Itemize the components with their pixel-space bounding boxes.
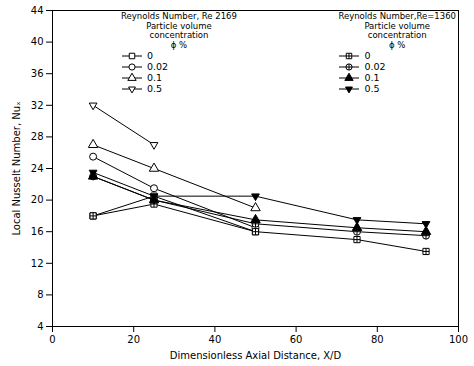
svg-text:44: 44 (31, 5, 44, 16)
html-text:concentration: concentration (149, 30, 209, 40)
svg-text:80: 80 (371, 334, 384, 345)
svg-text:12: 12 (31, 258, 44, 269)
svg-text:100: 100 (449, 334, 468, 345)
html-text:0.1: 0.1 (147, 72, 163, 83)
html-text:Particle volume: Particle volume (364, 20, 430, 31)
html-text:0.02: 0.02 (364, 61, 386, 72)
svg-text:20: 20 (127, 334, 140, 345)
svg-text:20: 20 (31, 194, 44, 205)
html-text:Reynolds Number, Re 2169: Reynolds Number, Re 2169 (121, 11, 237, 21)
html-text:0.02: 0.02 (147, 61, 169, 72)
svg-text:24: 24 (31, 163, 44, 174)
html-text:0.1: 0.1 (364, 72, 380, 83)
svg-text:40: 40 (209, 334, 222, 345)
html-text:0: 0 (364, 50, 371, 61)
html-text:concentration: concentration (367, 30, 427, 40)
svg-text:32: 32 (31, 100, 44, 111)
svg-text:60: 60 (290, 334, 303, 345)
html-text:0: 0 (147, 50, 154, 61)
svg-text:4: 4 (37, 321, 43, 332)
html-text:Reynolds Number,Re=1360: Reynolds Number,Re=1360 (338, 11, 456, 21)
svg-text:40: 40 (31, 36, 44, 47)
html-text:0.5: 0.5 (364, 83, 380, 94)
svg-text:0: 0 (49, 334, 55, 345)
svg-text:8: 8 (37, 289, 43, 300)
svg-text:16: 16 (31, 226, 44, 237)
html-text:Particle volume: Particle volume (146, 20, 212, 31)
html-text:ϕ %: ϕ % (170, 39, 188, 50)
svg-text:Dimensionless Axial Distance,: Dimensionless Axial Distance, X/D (170, 350, 342, 361)
svg-text:28: 28 (31, 131, 44, 142)
html-text:0.5: 0.5 (147, 83, 163, 94)
svg-text:Local Nusselt Number, Nuₓ: Local Nusselt Number, Nuₓ (11, 101, 22, 235)
svg-text:36: 36 (31, 68, 44, 79)
html-text:ϕ %: ϕ % (389, 39, 406, 50)
